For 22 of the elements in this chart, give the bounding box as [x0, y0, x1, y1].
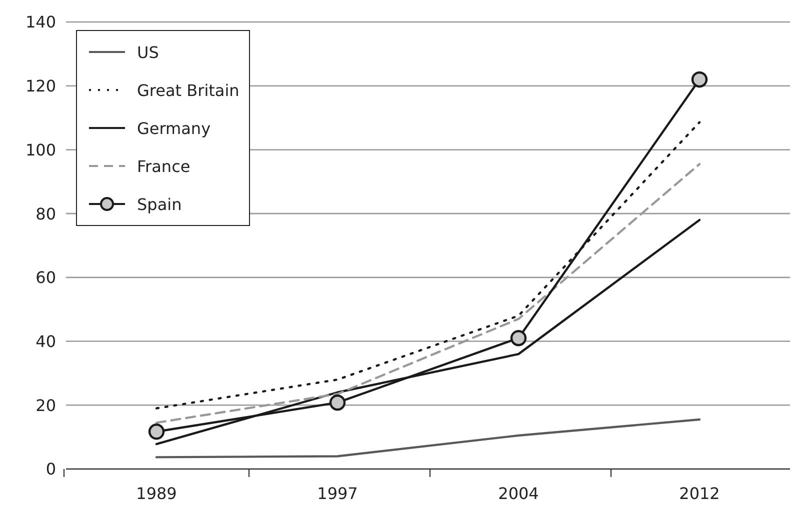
y-tick-label: 120 — [25, 76, 56, 96]
x-tick-label: 2012 — [679, 484, 720, 503]
y-tick-label: 100 — [25, 140, 56, 160]
y-tick-label: 60 — [36, 268, 56, 288]
point — [329, 394, 346, 411]
point — [510, 330, 527, 346]
legend-label: US — [137, 42, 159, 62]
point — [691, 71, 708, 88]
y-tick-label: 0 — [46, 460, 56, 479]
y-tick-label: 40 — [36, 332, 56, 351]
legend-label: Spain — [137, 194, 182, 214]
legend-label: France — [137, 156, 190, 176]
legend-label: Germany — [137, 118, 211, 138]
x-tick-label: 1989 — [136, 484, 177, 503]
y-tick-label: 140 — [25, 12, 56, 32]
y-tick-label: 80 — [36, 204, 56, 224]
x-tick-label: 2004 — [498, 484, 539, 503]
line-series — [155, 418, 701, 458]
y-tick-label: 20 — [36, 396, 56, 415]
legend-label: Great Britain — [137, 80, 240, 100]
x-tick-label: 1997 — [317, 484, 358, 503]
point — [148, 424, 165, 440]
